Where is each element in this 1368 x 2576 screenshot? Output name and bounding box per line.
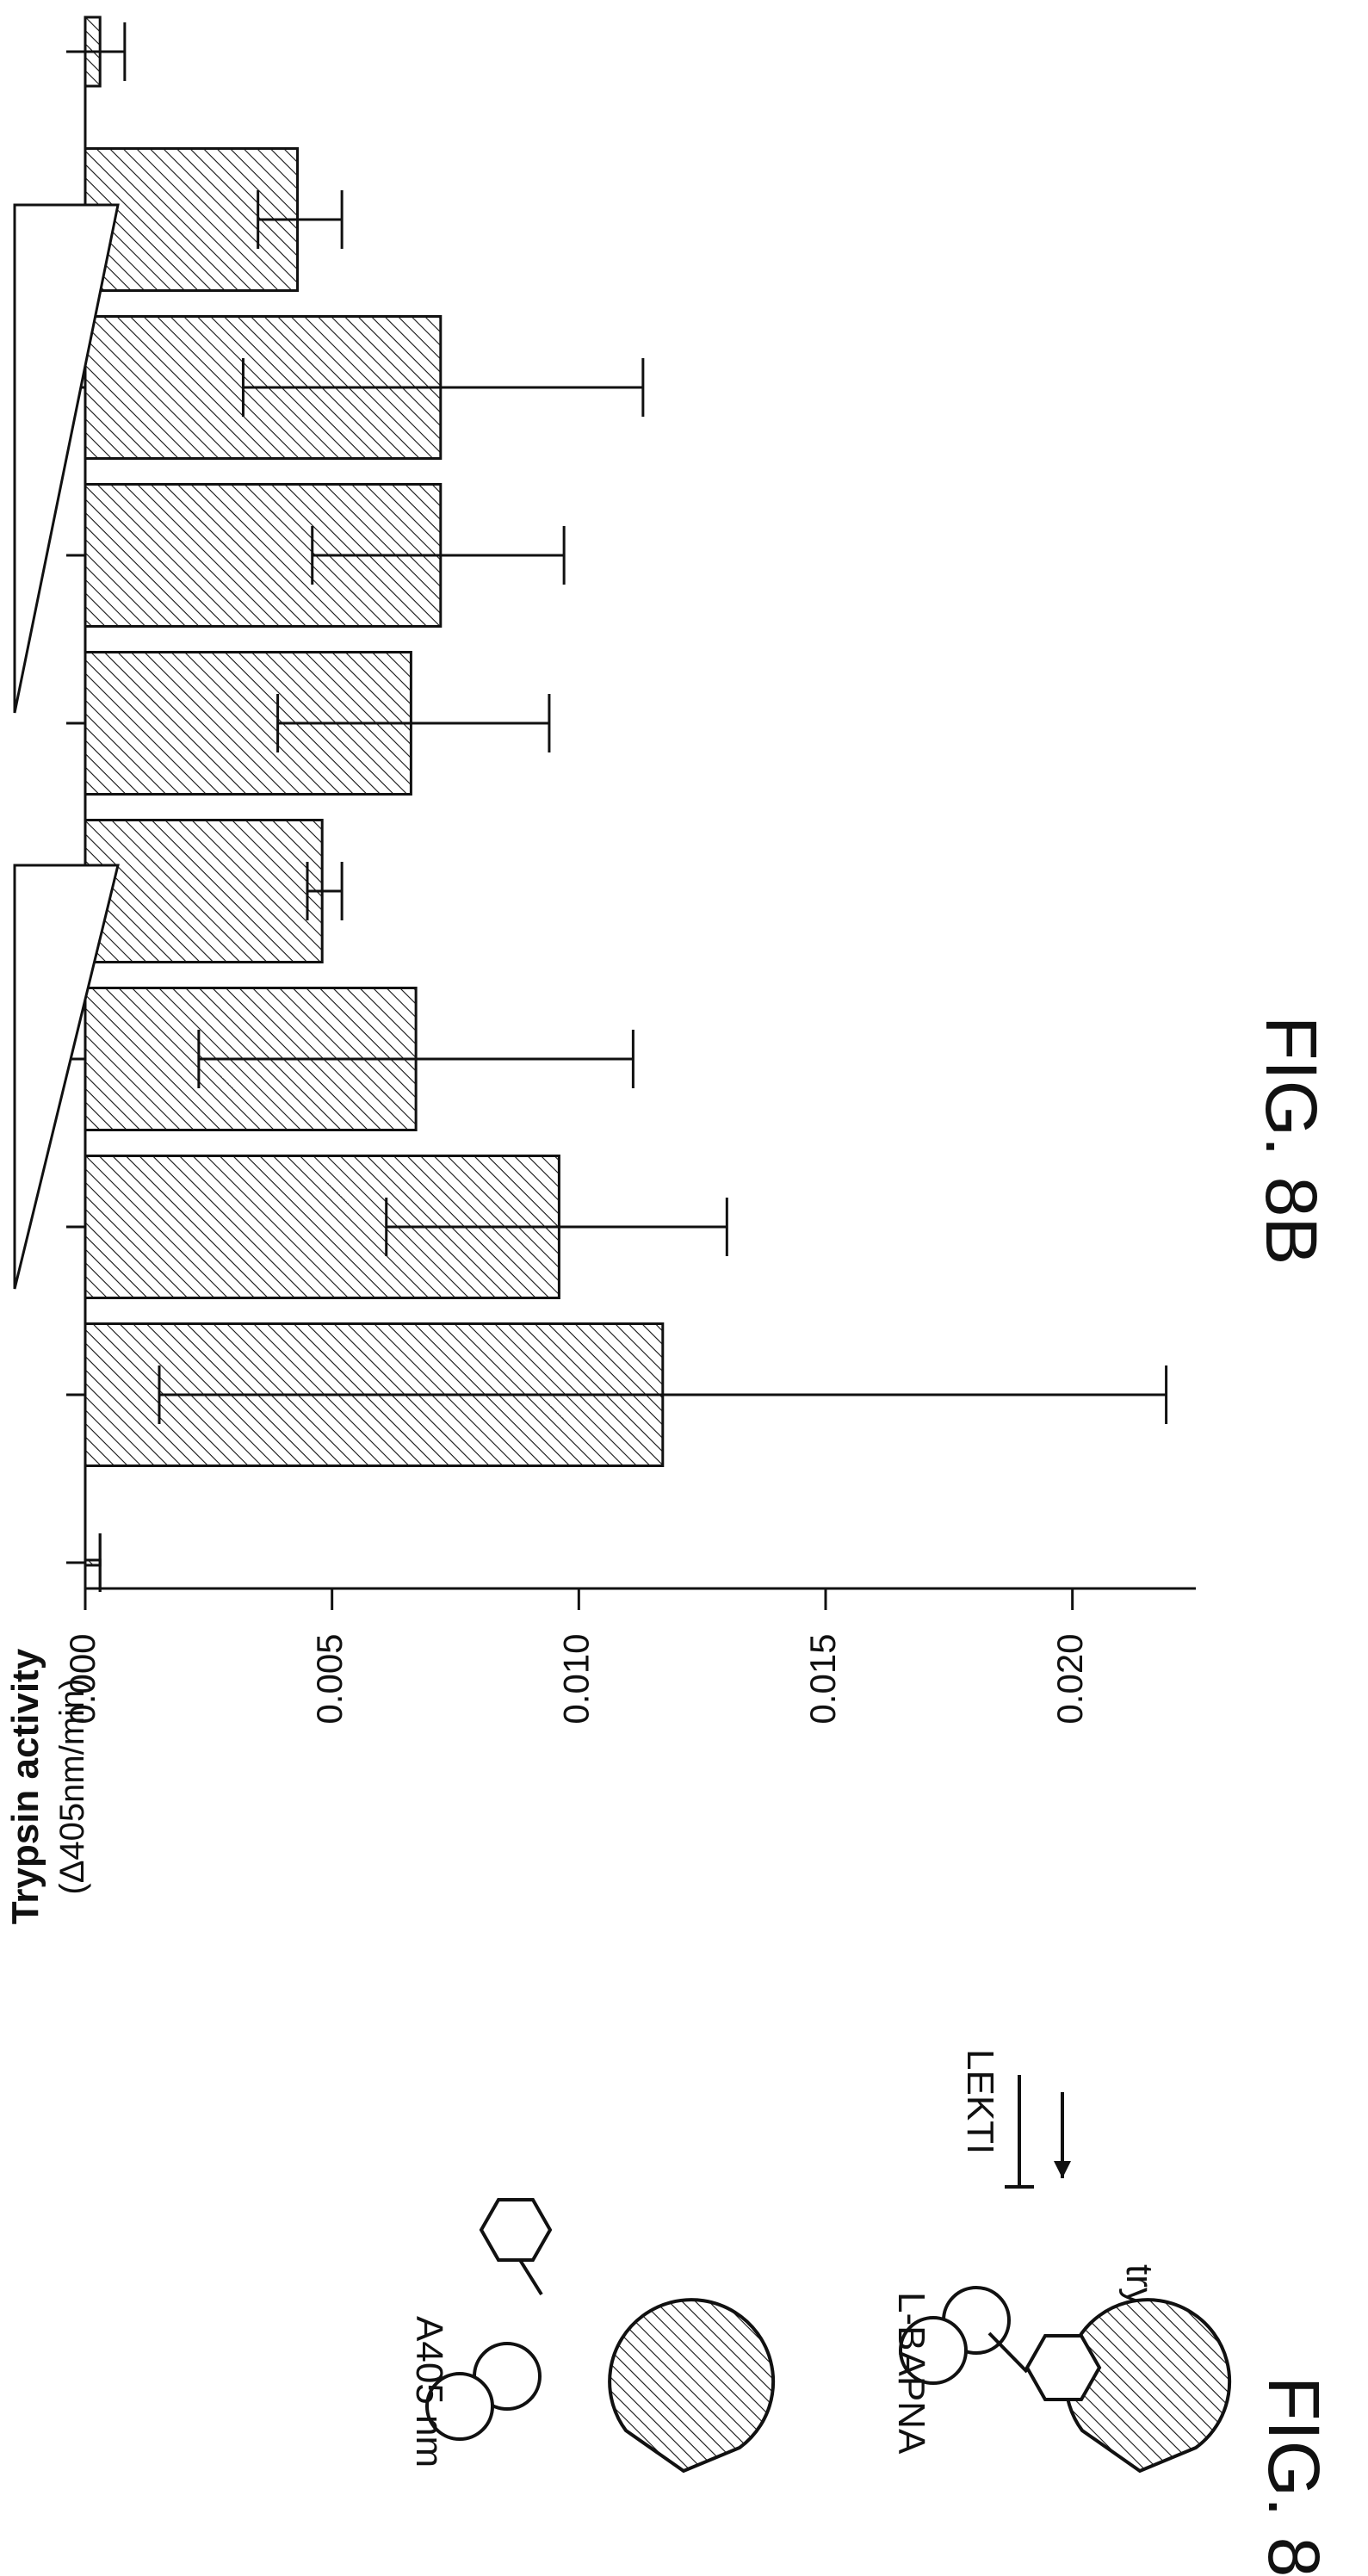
cleaved-hexagon-icon (479, 2198, 553, 2262)
substrate-bond-icon (987, 2331, 1029, 2374)
substrate-ring-icon (899, 2316, 968, 2385)
fig-8a-title: FIG. 8A (1253, 2376, 1334, 2576)
y-axis-unit: (Δ405nm/min) (53, 1678, 91, 1894)
bar (84, 819, 324, 963)
product-ring-icon (425, 2372, 494, 2441)
lekti-d10-15-concentration-ramp-icon (13, 864, 120, 1290)
y-tick-label: 0.005 (309, 1633, 350, 1724)
substrate-label: L-BAPNA (890, 2292, 932, 2455)
chart-title: FIG. 8B (1251, 1016, 1332, 1265)
fig-8b-chart: FIG. 8B 0.000 0.005 0.010 0.015 0.020 Trypsi… (4, 15, 1332, 1924)
trypsin-product-icon (608, 2298, 776, 2474)
bar (84, 1558, 102, 1567)
arrow-head-icon (1054, 2161, 1071, 2178)
substrate-hexagon-icon (1024, 2334, 1102, 2401)
readout-label: A405 nm (408, 2316, 450, 2468)
y-axis-ticks: 0.000 0.005 0.010 0.015 0.020 (62, 1588, 1090, 1725)
fig-8a-schematic: FIG. 8A trypsin L-BAPNA LEKTI (408, 2049, 1334, 2576)
cleaved-bond-icon (518, 2258, 543, 2296)
y-axis-title: Trypsin activity (4, 1648, 46, 1924)
inhibitor-label: LEKTI (959, 2049, 1001, 2154)
y-tick-label: 0.015 (802, 1633, 843, 1724)
bar-series (84, 15, 665, 1567)
lekti-d6-concentration-ramp-icon (13, 203, 120, 714)
y-tick-label: 0.010 (555, 1633, 596, 1724)
y-tick-label: 0.000 (62, 1633, 102, 1724)
error-bars (84, 22, 1168, 1592)
y-tick-label: 0.020 (1049, 1633, 1090, 1724)
